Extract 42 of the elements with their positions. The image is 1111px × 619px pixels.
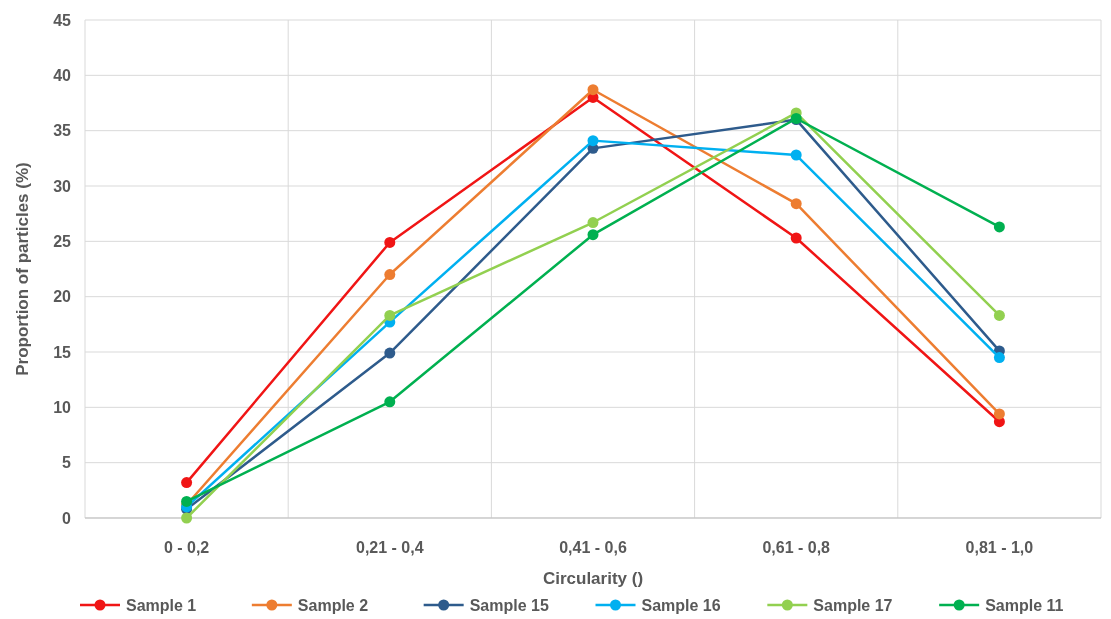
x-tick-label: 0,61 - 0,8 [762, 539, 831, 556]
point [790, 198, 802, 210]
point [993, 221, 1005, 233]
x-tick-label: 0,41 - 0,6 [559, 539, 627, 556]
legend-label: Sample 1 [126, 596, 197, 614]
point [384, 309, 396, 321]
point [181, 495, 193, 507]
y-tick-label: 15 [53, 343, 72, 361]
legend-label: Sample 2 [297, 596, 369, 614]
legend-label: Sample 15 [469, 596, 549, 614]
x-tick-label: 0,21 - 0,4 [356, 539, 424, 556]
y-tick-label: 40 [53, 66, 72, 84]
x-tick-label: 0 - 0,2 [163, 539, 210, 556]
point [181, 512, 193, 524]
point [587, 84, 599, 96]
y-tick-label: 10 [53, 398, 72, 416]
point [384, 347, 396, 359]
y-tick-label: 5 [62, 454, 72, 472]
y-tick-label: 35 [53, 122, 72, 140]
point [587, 217, 599, 229]
point [993, 408, 1005, 420]
point [384, 396, 396, 408]
x-tick-label: 0,81 - 1,0 [965, 539, 1034, 556]
x-axis-title: Circularity () [542, 569, 644, 588]
y-tick-label: 0 [62, 509, 72, 527]
point [790, 149, 802, 161]
y-tick-label: 45 [53, 11, 72, 29]
point [993, 309, 1005, 321]
legend-label: Sample 17 [813, 596, 893, 614]
point [181, 477, 193, 489]
point [993, 352, 1005, 364]
y-tick-label: 20 [53, 288, 72, 306]
point [384, 236, 396, 248]
y-tick-label: 30 [53, 177, 72, 195]
point [587, 229, 599, 241]
point [384, 269, 396, 281]
y-axis-title: Proportion of particles (%) [13, 162, 32, 376]
point [790, 232, 802, 244]
point [587, 135, 599, 147]
legend-label: Sample 11 [985, 596, 1064, 614]
legend-label: Sample 16 [641, 596, 721, 614]
y-tick-label: 25 [53, 232, 72, 250]
